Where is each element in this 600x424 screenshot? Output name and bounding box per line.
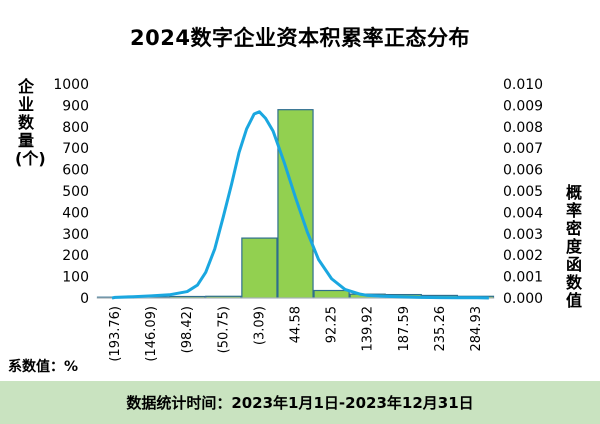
y-tick-label-right: 0.010 (503, 77, 543, 93)
y-tick-label-right: 0.009 (503, 98, 543, 114)
chart-title: 2024数字企业资本积累率正态分布 (130, 26, 470, 50)
x-tick-label: 139.92 (361, 306, 376, 352)
y-tick-label-right: 0.002 (503, 248, 543, 264)
x-tick-label: 187.59 (397, 306, 412, 352)
y-tick-label-right: 0.001 (503, 270, 543, 286)
y-tick-label-right: 0.000 (503, 291, 543, 307)
histogram-bar (277, 109, 314, 299)
bar-series (96, 109, 495, 299)
x-tick-label: 235.26 (433, 306, 448, 352)
y-tick-label-right: 0.008 (503, 120, 543, 136)
y-tick-label-left: 100 (62, 270, 89, 286)
unit-note: 系数值：% (8, 359, 79, 375)
y-tick-label-left: 500 (62, 184, 89, 200)
footer-bar: 数据统计时间：2023年1月1日-2023年12月31日 (0, 381, 600, 424)
x-tick-label: 92.25 (325, 306, 340, 343)
y-tick-label-right: 0.004 (503, 205, 543, 221)
y-tick-label-left: 700 (62, 141, 89, 157)
y-tick-label-right: 0.007 (503, 141, 543, 157)
y-tick-label-left: 600 (62, 163, 89, 179)
x-tick-label: (3.09) (252, 306, 267, 345)
histogram-bar (241, 237, 278, 299)
x-tick-label: 44.58 (289, 306, 304, 343)
y-tick-label-right: 0.005 (503, 184, 543, 200)
x-tick-label: (50.75) (216, 306, 231, 353)
density-curve-series (111, 110, 489, 300)
x-tick-label: (146.09) (144, 306, 159, 362)
tick-labels: 0 100 200 300 400 500 600 700 800 900 1000 0.000 0.0… (53, 77, 543, 362)
y-tick-label-left: 0 (80, 291, 89, 307)
y-tick-label-right: 0.003 (503, 227, 543, 243)
x-tick-label: (98.42) (180, 306, 195, 353)
density-curve (111, 110, 489, 300)
y-axis-right-label: 概率密度函数值 (565, 183, 582, 310)
y-tick-label-left: 200 (62, 248, 89, 264)
date-range-text: 数据统计时间：2023年1月1日-2023年12月31日 (126, 394, 474, 412)
y-tick-label-right: 0.006 (503, 163, 543, 179)
x-tick-label: (193.76) (108, 306, 123, 362)
y-tick-label-left: 800 (62, 120, 89, 136)
x-tick-label: 284.93 (469, 306, 484, 352)
y-tick-label-left: 300 (62, 227, 89, 243)
y-tick-label-left: 1000 (53, 77, 89, 93)
y-tick-label-left: 900 (62, 98, 89, 114)
y-tick-label-left: 400 (62, 205, 89, 221)
histogram-bar (313, 289, 350, 299)
